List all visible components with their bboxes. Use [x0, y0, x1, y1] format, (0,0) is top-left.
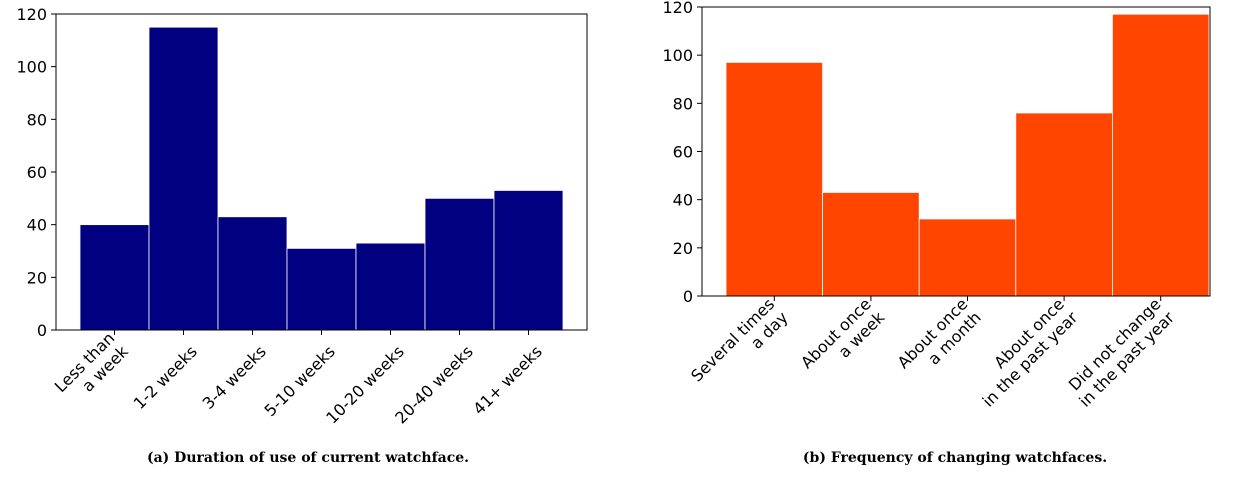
y-tick-label-a-2: 40 [27, 216, 47, 235]
bar-a-3 [286, 247, 357, 331]
y-tick-label-b-0: 0 [683, 287, 693, 306]
y-tick-label-b-5: 100 [662, 46, 693, 65]
x-tick-label-b-2: About oncea month [894, 294, 985, 385]
x-tick-label-a-1: 1-2 weeks [130, 342, 201, 413]
bar-a-6 [493, 190, 564, 331]
y-tick-label-a-3: 60 [27, 163, 47, 182]
y-tick-label-a-4: 80 [27, 110, 47, 129]
bar-a-1 [148, 26, 219, 331]
bar-b-2 [918, 218, 1017, 297]
bar-b-0 [725, 61, 823, 297]
y-tick-label-b-3: 60 [673, 143, 693, 162]
bar-a-5 [424, 197, 495, 331]
y-tick-label-b-6: 120 [662, 0, 693, 17]
y-tick-label-a-6: 120 [16, 5, 47, 24]
bar-b-1 [822, 192, 920, 297]
y-tick-label-a-5: 100 [16, 58, 47, 77]
bar-b-4 [1112, 13, 1210, 297]
caption-b: (b) Frequency of changing watchfaces. [803, 450, 1107, 466]
bar-a-4 [355, 242, 426, 331]
y-tick-label-b-4: 80 [673, 94, 693, 113]
bar-a-2 [217, 216, 288, 331]
x-tick-label-b-4: Did not changein the past year [1062, 294, 1179, 411]
y-tick-label-b-2: 40 [673, 191, 693, 210]
bar-b-3 [1015, 112, 1113, 297]
x-tick-label-b-3: About oncein the past year [965, 294, 1082, 411]
x-tick-label-b-1: About oncea week [797, 294, 889, 386]
y-tick-label-a-0: 0 [37, 321, 47, 340]
x-tick-label-b-0: Several timesa day [687, 294, 791, 398]
x-tick-label-a-0: Less thana week [51, 328, 133, 410]
x-tick-label-a-2: 3-4 weeks [199, 342, 270, 413]
y-tick-label-b-1: 20 [673, 239, 693, 258]
bar-a-0 [79, 224, 150, 331]
y-tick-label-a-1: 20 [27, 268, 47, 287]
x-tick-label-a-6: 41+ weeks [469, 342, 546, 419]
caption-a: (a) Duration of use of current watchface… [147, 450, 469, 466]
